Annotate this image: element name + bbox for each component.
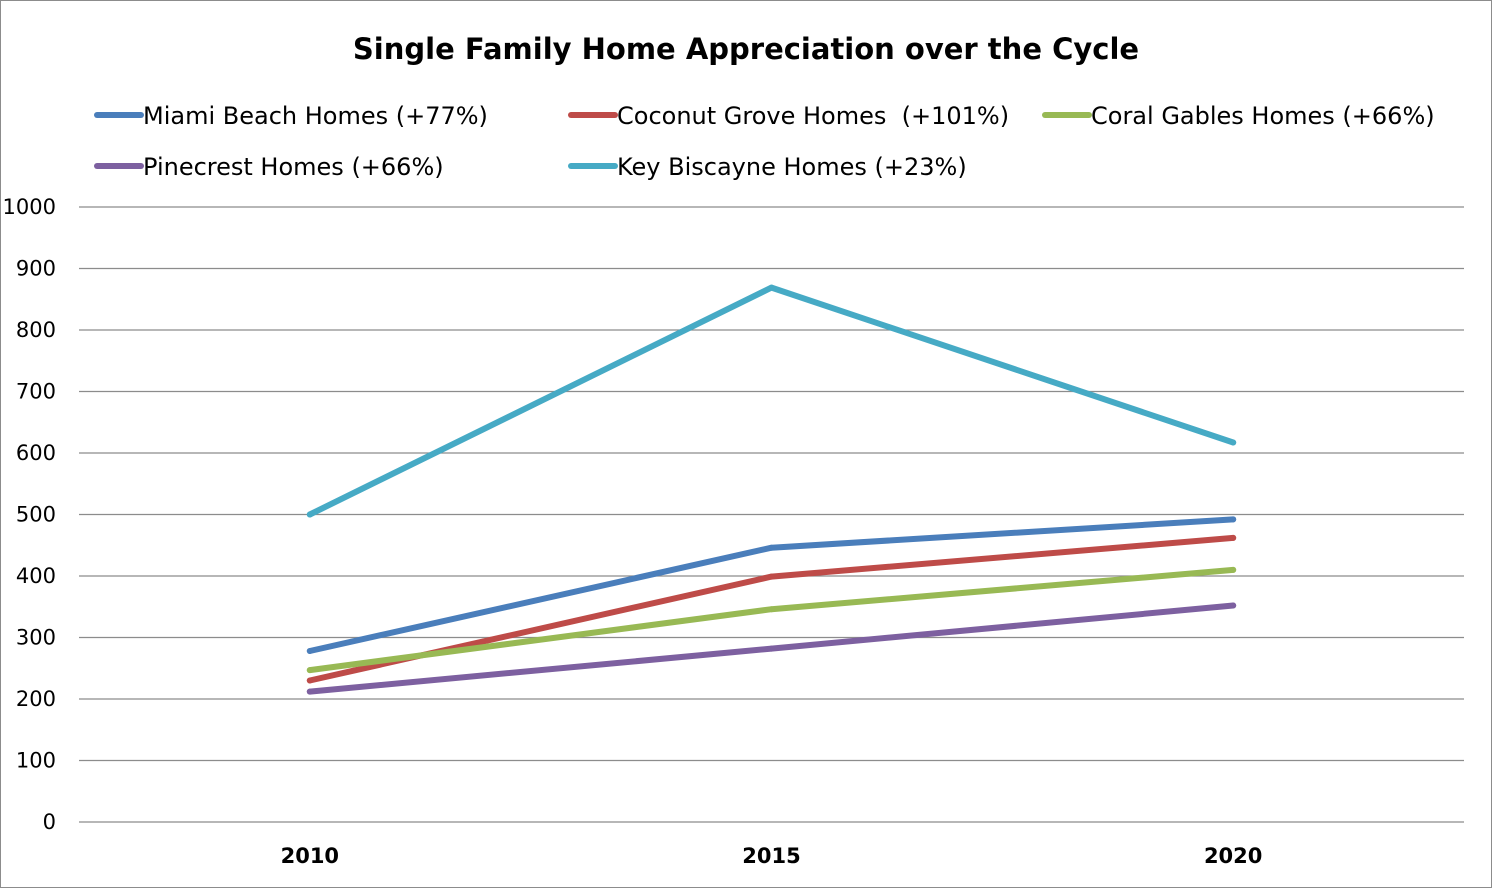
y-tick-label: 1000 [3, 195, 56, 219]
chart-title: Single Family Home Appreciation over the… [353, 32, 1139, 66]
plot-area: 0 100 200 300 400 500 600 700 800 900 1000 2010 2015… [3, 195, 1464, 868]
y-tick-label: 700 [16, 380, 56, 404]
legend-entry: Coral Gables Homes (+66%) [1042, 102, 1435, 130]
legend-label: Coconut Grove Homes (+101%) [617, 102, 1009, 130]
legend-entry: Miami Beach Homes (+77%) [94, 102, 488, 130]
y-tick-label: 100 [16, 749, 56, 773]
data-point [306, 648, 313, 655]
y-tick-label: 0 [43, 810, 56, 834]
y-tick-label: 200 [16, 687, 56, 711]
y-tick-label: 600 [16, 441, 56, 465]
y-tick-label: 300 [16, 626, 56, 650]
data-point [1230, 439, 1237, 446]
legend-entry: Pinecrest Homes (+66%) [94, 153, 444, 181]
data-point [768, 284, 775, 291]
legend-entry: Key Biscayne Homes (+23%) [568, 153, 967, 181]
legend-label: Pinecrest Homes (+66%) [143, 153, 444, 181]
data-point [768, 544, 775, 551]
legend-label: Coral Gables Homes (+66%) [1091, 102, 1435, 130]
data-point [306, 688, 313, 695]
series-line [306, 284, 1237, 518]
legend-label: Key Biscayne Homes (+23%) [617, 153, 967, 181]
data-point [1230, 566, 1237, 573]
data-point [306, 667, 313, 674]
data-point [306, 677, 313, 684]
legend-label: Miami Beach Homes (+77%) [143, 102, 488, 130]
x-tick-label: 2020 [1204, 844, 1262, 868]
data-point [1230, 516, 1237, 523]
x-tick-label: 2010 [281, 844, 339, 868]
series-line [306, 516, 1237, 654]
data-point [1230, 602, 1237, 609]
legend-entry: Coconut Grove Homes (+101%) [568, 102, 1009, 130]
data-point [1230, 534, 1237, 541]
data-point [768, 573, 775, 580]
y-tick-label: 400 [16, 564, 56, 588]
legend: Miami Beach Homes (+77%) Coconut Grove H… [94, 102, 1435, 181]
y-tick-label: 900 [16, 257, 56, 281]
x-tick-label: 2015 [742, 844, 800, 868]
data-point [306, 511, 313, 518]
y-tick-label: 500 [16, 503, 56, 527]
data-point [768, 645, 775, 652]
gridlines [79, 206, 1464, 823]
data-point [768, 606, 775, 613]
y-tick-label: 800 [16, 318, 56, 342]
